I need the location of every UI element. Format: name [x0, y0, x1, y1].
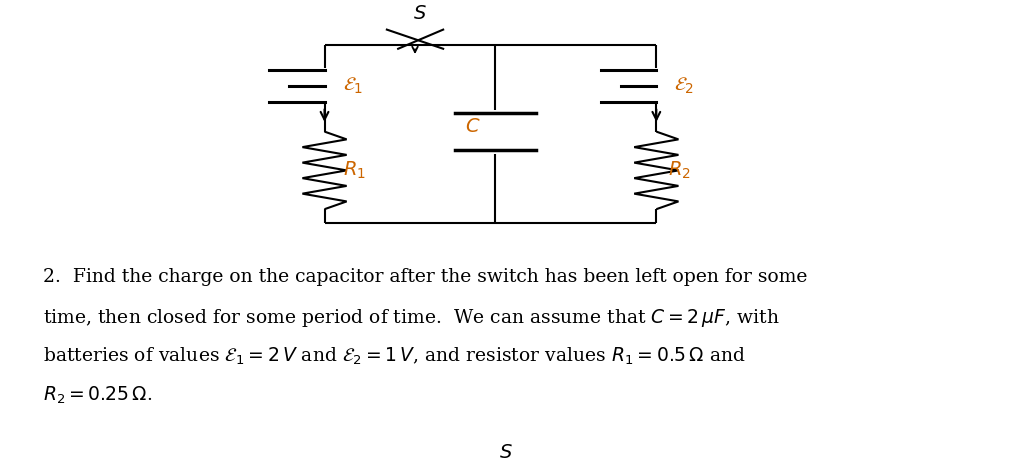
Text: $C$: $C$ — [465, 118, 480, 136]
Text: $\mathcal{E}_1$: $\mathcal{E}_1$ — [343, 76, 363, 96]
Text: $R_2$: $R_2$ — [669, 160, 691, 181]
Text: $R_1$: $R_1$ — [343, 160, 365, 181]
Text: $\mathcal{E}_2$: $\mathcal{E}_2$ — [675, 76, 694, 96]
Text: $R_2 = 0.25\,\Omega$.: $R_2 = 0.25\,\Omega$. — [43, 385, 152, 406]
Text: time, then closed for some period of time.  We can assume that $C = 2\,\mu F$, w: time, then closed for some period of tim… — [43, 307, 780, 329]
Text: batteries of values $\mathcal{E}_1 = 2\,V$ and $\mathcal{E}_2 = 1\,V$, and resis: batteries of values $\mathcal{E}_1 = 2\,… — [43, 346, 746, 367]
Text: 2.  Find the charge on the capacitor after the switch has been left open for som: 2. Find the charge on the capacitor afte… — [43, 269, 807, 287]
Text: $S$: $S$ — [499, 444, 512, 463]
Text: $S$: $S$ — [413, 5, 427, 23]
